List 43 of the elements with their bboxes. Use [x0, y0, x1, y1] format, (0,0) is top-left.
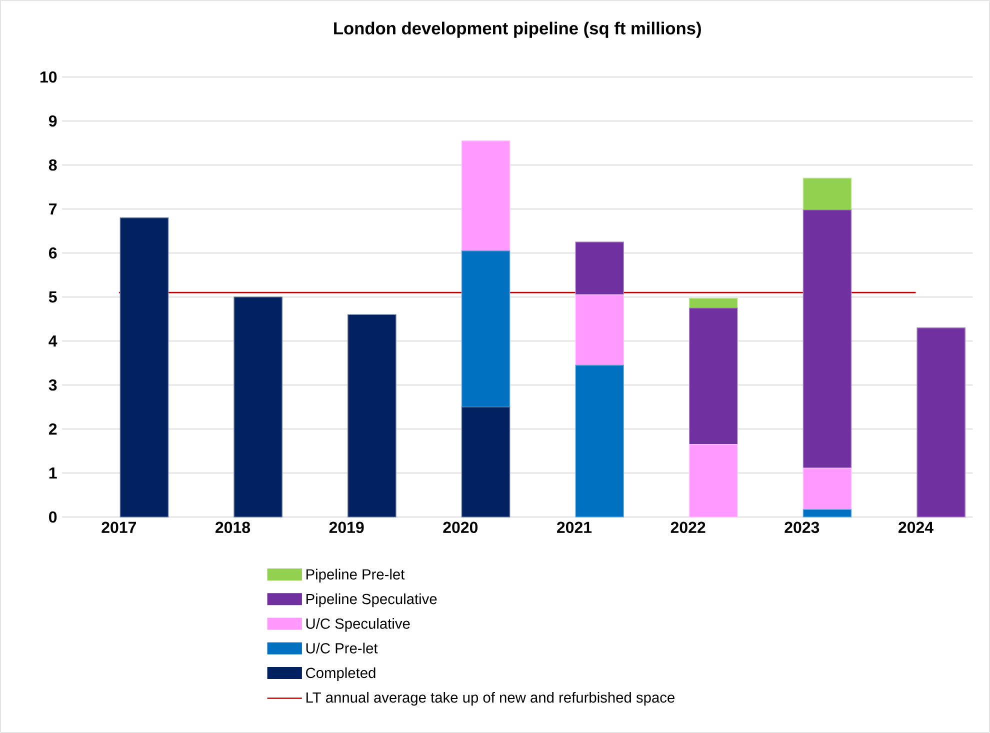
- bar: [120, 217, 169, 518]
- x-tick-label: 2021: [557, 522, 592, 534]
- bar: [802, 509, 852, 518]
- y-tick-label: 5: [48, 291, 57, 303]
- y-tick-label: 0: [49, 511, 57, 523]
- bar: [575, 294, 624, 366]
- y-tick-label: 7: [49, 204, 57, 215]
- y-tick-label: 2: [48, 423, 57, 435]
- bar: [689, 298, 738, 308]
- y-tick-label: 4: [48, 336, 58, 347]
- legend-label: U/C Speculative: [306, 618, 410, 632]
- legend-label: Pipeline Pre-let: [306, 568, 405, 582]
- bar: [461, 140, 510, 252]
- chart-title: London development pipeline (sq ft millions): [334, 22, 701, 38]
- legend-label: LT annual average take up of new and refurbished space: [306, 692, 674, 706]
- x-tick-label: 2017: [102, 522, 136, 534]
- bar: [802, 209, 852, 469]
- legend-label: U/C Pre-let: [306, 642, 378, 654]
- bar: [689, 308, 738, 445]
- y-tick-label: 9: [48, 115, 57, 127]
- y-tick-label: 1: [49, 468, 57, 479]
- x-tick-label: 2019: [329, 522, 364, 534]
- y-tick-label: 6: [48, 247, 57, 259]
- bar: [575, 364, 624, 518]
- bar: [802, 468, 852, 510]
- bar: [461, 406, 510, 518]
- bar: [234, 296, 282, 518]
- bar: [575, 242, 624, 296]
- x-tick-label: 2020: [443, 522, 478, 534]
- y-tick-label: 3: [48, 379, 57, 391]
- bar: [916, 327, 966, 518]
- y-tick-label: 10: [40, 71, 57, 83]
- legend-label: Completed: [306, 667, 376, 681]
- x-tick-label: 2018: [216, 522, 250, 534]
- bar: [461, 250, 510, 408]
- x-tick-label: 2024: [898, 522, 934, 534]
- bar: [802, 178, 852, 210]
- bar: [348, 314, 396, 518]
- x-tick-label: 2023: [784, 522, 820, 534]
- y-tick-label: 8: [48, 159, 57, 171]
- x-tick-label: 2022: [670, 522, 706, 534]
- bar: [689, 444, 738, 518]
- legend-label: Pipeline Speculative: [306, 593, 437, 608]
